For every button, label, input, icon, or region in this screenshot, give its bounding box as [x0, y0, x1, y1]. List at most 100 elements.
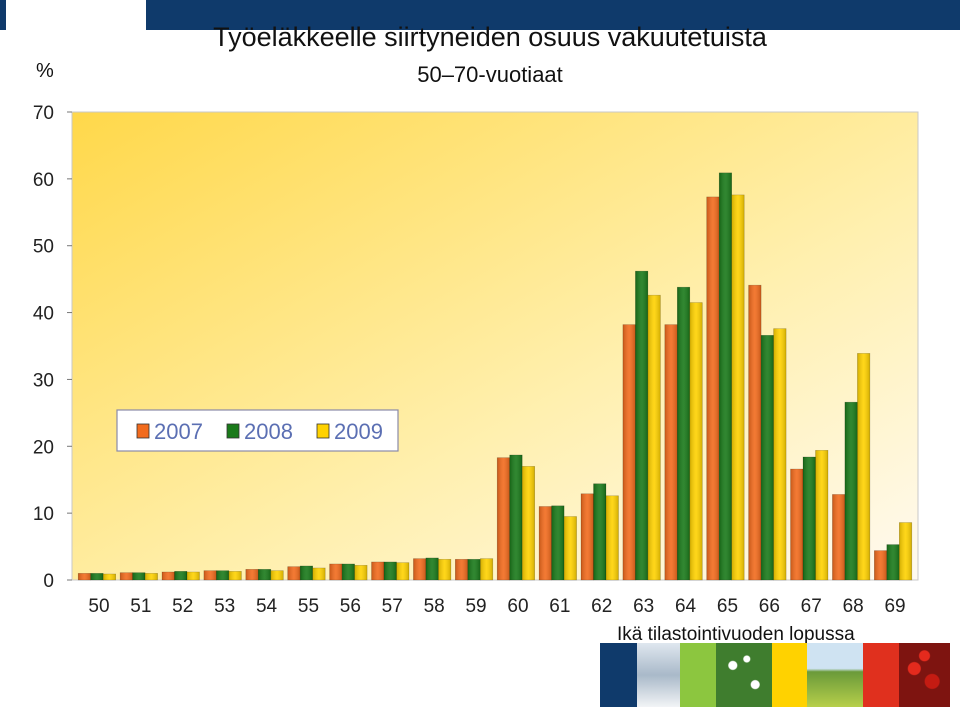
bar-shading: [844, 402, 858, 580]
legend-label-2007: 2007: [154, 419, 203, 444]
bar-shading: [480, 558, 493, 580]
bar-shading: [438, 559, 451, 580]
x-tick-label: 60: [507, 596, 528, 617]
x-tick-label: 67: [801, 596, 822, 617]
x-tick-label: 56: [340, 596, 361, 617]
legend-swatch-2008: [226, 423, 240, 439]
bar-shading: [564, 516, 577, 580]
decorative-photo-strip: [600, 643, 950, 707]
bar-shading: [706, 196, 720, 580]
bar-shading: [413, 558, 426, 580]
bar-shading: [664, 324, 678, 580]
bar-shading: [90, 573, 104, 580]
y-tick-label: 20: [33, 437, 54, 458]
x-tick-label: 54: [256, 596, 278, 617]
x-tick-label: 66: [759, 596, 780, 617]
x-tick-label: 69: [884, 596, 905, 617]
x-tick-label: 50: [88, 596, 109, 617]
bar-shading: [689, 302, 703, 580]
bar-shading: [731, 194, 745, 580]
bar-shading: [899, 522, 912, 580]
bar-shading: [622, 324, 636, 580]
bar-shading: [719, 172, 732, 580]
y-tick-label: 70: [33, 103, 54, 124]
header-band: [0, 0, 960, 30]
bar-shading: [581, 493, 594, 580]
bar-shading: [425, 557, 439, 580]
bar-shading: [790, 469, 803, 580]
bar-shading: [258, 569, 271, 580]
x-tick-label: 57: [382, 596, 403, 617]
bar-shading: [396, 562, 409, 580]
bar-shading: [606, 495, 619, 580]
y-tick-label: 60: [33, 170, 54, 191]
bar-shading: [329, 563, 343, 580]
bar-shading: [857, 353, 870, 580]
bar-shading: [187, 571, 200, 580]
strip-tile-white-flowers: [715, 643, 772, 707]
bar-shading: [103, 573, 116, 580]
x-tick-label: 55: [298, 596, 319, 617]
bar-shading: [815, 450, 828, 580]
bar-shading: [354, 565, 368, 580]
x-tick-label: 63: [633, 596, 654, 617]
bar-shading: [509, 454, 523, 580]
bar-shading: [635, 271, 648, 580]
x-tick-label: 61: [549, 596, 570, 617]
bar-shading: [162, 571, 175, 580]
bar-shading: [467, 559, 481, 580]
legend-box: [116, 409, 399, 452]
bar-shading: [203, 570, 217, 580]
x-tick-label: 59: [465, 596, 486, 617]
bar-shading: [228, 571, 242, 580]
bar-shading: [132, 572, 146, 580]
bar-shading: [522, 466, 535, 580]
x-axis-caption: Ikä tilastointivuoden lopussa: [617, 624, 855, 645]
x-tick-label: 58: [424, 596, 445, 617]
bar-shading: [748, 285, 762, 580]
chart-title: Työeläkkeelle siirtyneiden osuus vakuute…: [213, 22, 767, 52]
bar-shading: [773, 328, 787, 580]
strip-tile-navy: [600, 643, 637, 707]
legend-label-2009: 2009: [334, 419, 383, 444]
bar-shading: [539, 506, 552, 580]
bar-shading: [886, 544, 900, 580]
strip-tile-red: [863, 643, 900, 707]
x-tick-label: 53: [214, 596, 235, 617]
x-tick-label: 62: [591, 596, 612, 617]
bar-shading: [803, 456, 816, 580]
legend-swatch-2009: [316, 423, 330, 439]
strip-tile-field-landscape: [807, 643, 864, 707]
bar-shading: [300, 565, 313, 580]
bar-shading: [174, 571, 187, 580]
x-tick-label: 51: [130, 596, 151, 617]
bar-shading: [761, 335, 774, 580]
legend-swatch-2007: [136, 423, 150, 439]
y-tick-label: 10: [33, 504, 54, 525]
bar-shading: [384, 561, 397, 580]
bar-chart: 0 10 20 30 40 50 60 70 50 51 52 53 54 55 56 57 58 59 60 61 6…: [33, 103, 919, 617]
strip-tile-red-berries: [899, 643, 950, 707]
bar-shading: [832, 494, 845, 580]
bar-shading: [551, 505, 565, 580]
bar-shading: [245, 569, 259, 580]
y-tick-label: 0: [43, 571, 54, 592]
x-tick-label: 68: [843, 596, 864, 617]
bar-shading: [497, 457, 510, 580]
strip-tile-winter-trees: [636, 643, 680, 707]
bar-shading: [120, 572, 133, 580]
x-tick-label: 65: [717, 596, 738, 617]
y-tick-label: 40: [33, 304, 54, 325]
header-band-gap: [6, 0, 146, 30]
bar-shading: [371, 561, 384, 580]
bar-shading: [342, 563, 355, 580]
y-tick-label: 50: [33, 237, 54, 258]
legend-label-2008: 2008: [244, 419, 293, 444]
bar-shading: [455, 559, 468, 580]
y-tick-label: 30: [33, 370, 54, 391]
bar-shading: [287, 566, 301, 580]
bar-shading: [677, 287, 690, 580]
bar-shading: [270, 570, 284, 580]
strip-tile-green: [679, 643, 716, 707]
bar-shading: [312, 567, 326, 580]
